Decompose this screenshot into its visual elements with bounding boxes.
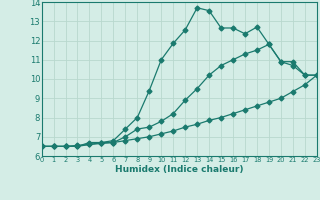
X-axis label: Humidex (Indice chaleur): Humidex (Indice chaleur) — [115, 165, 244, 174]
